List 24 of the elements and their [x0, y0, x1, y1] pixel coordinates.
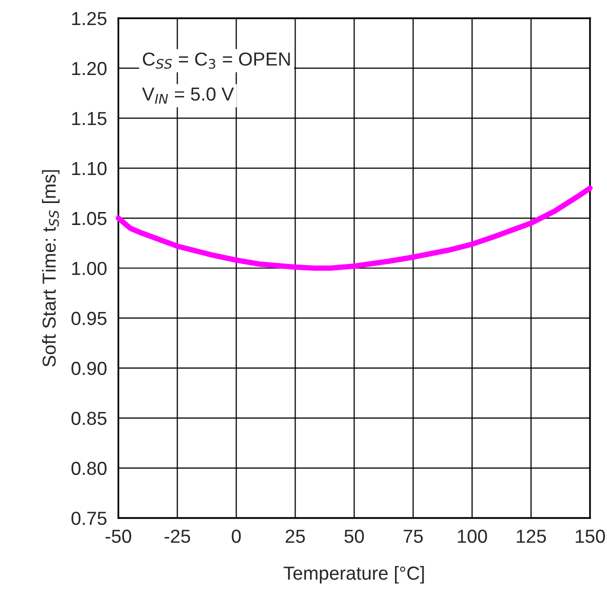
x-tick-label: 0 [232, 530, 241, 543]
y-tick-label: 1.20 [72, 62, 107, 76]
x-tick-label: -25 [164, 530, 190, 543]
x-tick-label: 150 [576, 530, 605, 543]
annotation: C$_{SS}$ = C$_{3}$ = OPEN [142, 52, 290, 69]
x-tick-label: -50 [106, 530, 132, 543]
y-tick-label: 0.95 [71, 312, 106, 326]
y-tick-label: 1.15 [72, 112, 106, 126]
y-tick-label: 1.10 [72, 162, 107, 176]
x-tick-label: 75 [404, 530, 423, 543]
y-tick-label: 0.90 [71, 362, 107, 376]
x-tick-label: 100 [458, 530, 488, 543]
y-axis-title: Soft Start Time: t$_{SS}$ [ms] [42, 170, 60, 367]
y-tick-label: 1.25 [72, 12, 106, 26]
y-tick-label: 1.05 [72, 212, 106, 226]
x-tick-label: 25 [286, 530, 305, 543]
x-tick-label: 125 [516, 530, 546, 543]
x-axis-title: Temperature [°C] [284, 566, 424, 584]
annotation: V$_{IN}$ = 5.0 V [142, 87, 234, 104]
x-tick-label: 50 [344, 530, 364, 543]
y-tick-label: 0.80 [71, 462, 107, 476]
y-tick-label: 0.85 [71, 412, 106, 426]
y-tick-label: 0.75 [71, 512, 106, 525]
y-tick-label: 1.00 [72, 262, 107, 276]
